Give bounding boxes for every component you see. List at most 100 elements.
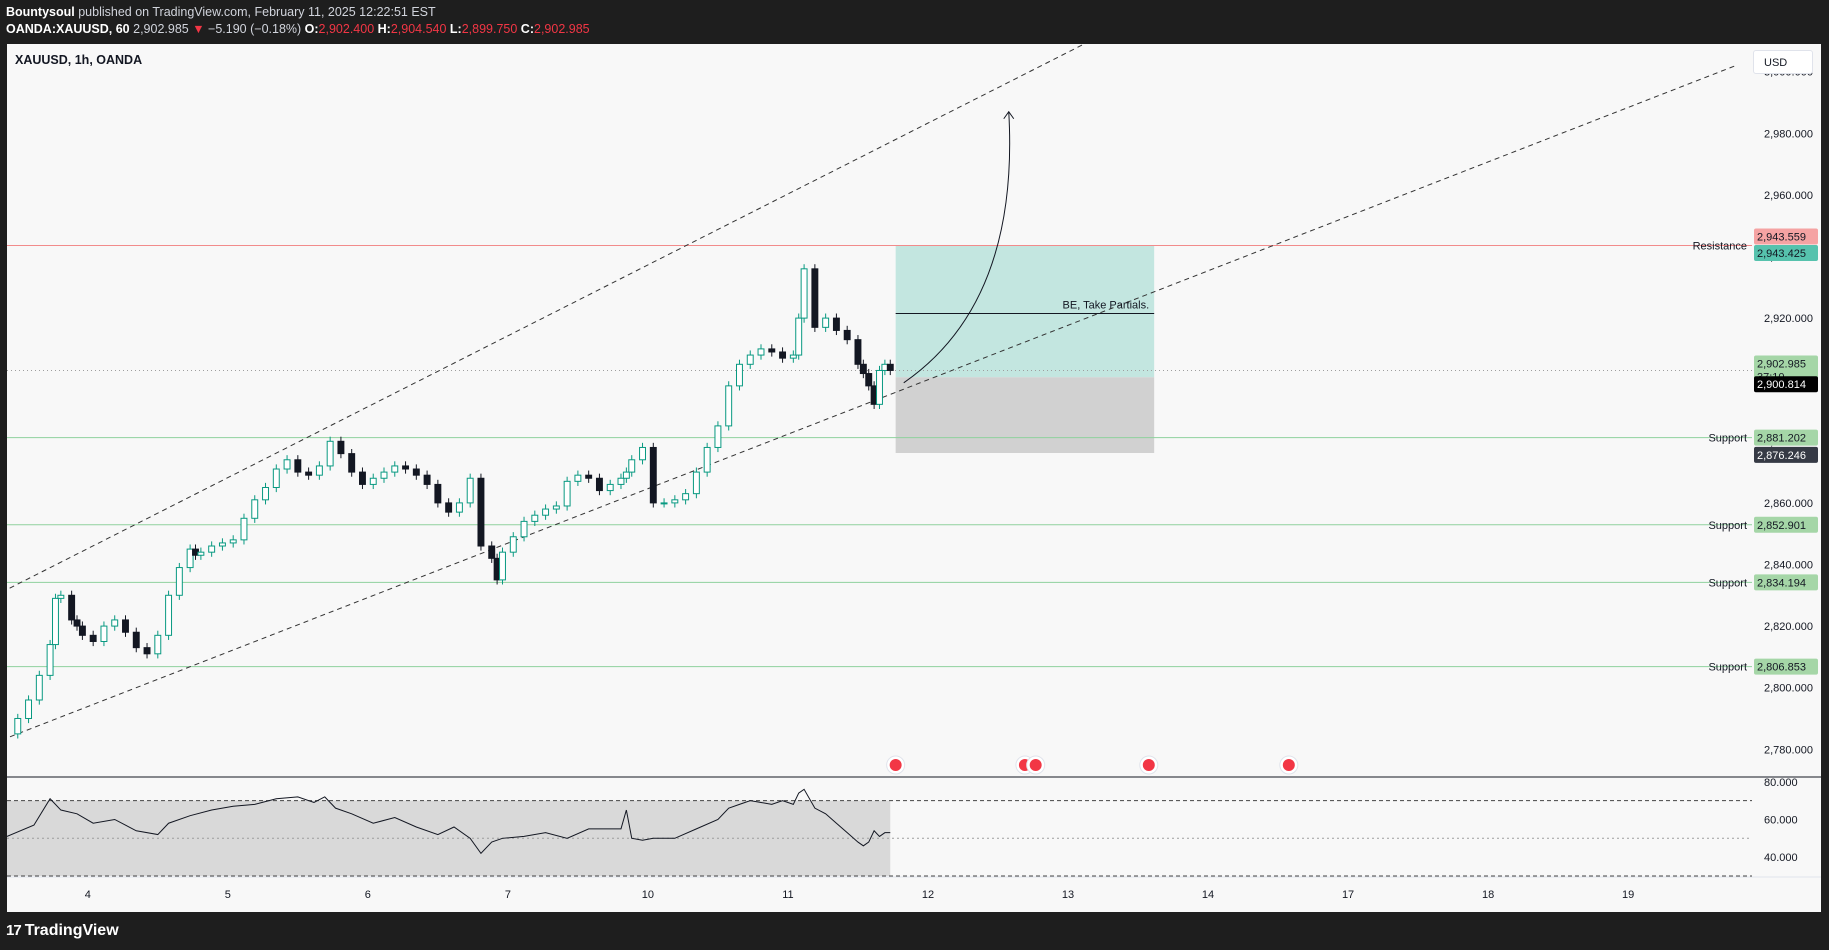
- main-pane-background: [7, 44, 1752, 777]
- time-tick-label: 17: [1342, 889, 1354, 901]
- time-tick-label: 5: [225, 889, 231, 901]
- legend-high-label: H:: [374, 22, 391, 36]
- tradingview-logo-text: TradingView: [24, 922, 119, 939]
- candle-body: [822, 317, 830, 328]
- candle-body: [692, 471, 700, 495]
- candle-body: [477, 477, 485, 547]
- price-tick-label: 2,980.000: [1764, 128, 1813, 140]
- legend-open-label: O:: [304, 22, 319, 36]
- candle-body: [595, 477, 603, 492]
- chart-canvas[interactable]: Resistance Support Support Support Support BE…: [7, 44, 1821, 912]
- candle-body: [779, 351, 787, 359]
- candle-body: [552, 505, 560, 510]
- candle-body: [229, 539, 237, 544]
- candle-body: [725, 385, 733, 427]
- candle-body: [68, 594, 76, 621]
- projection-arrow-head: [1003, 110, 1015, 120]
- event-flag-icon: [1029, 759, 1042, 771]
- stop-price-tag-bg: [1754, 446, 1818, 463]
- time-tick-label: 6: [365, 889, 371, 901]
- candle-body: [639, 446, 646, 461]
- candle-body: [251, 499, 259, 519]
- support-price-tag: 2,852.901: [1757, 520, 1806, 532]
- candle-body: [768, 348, 776, 353]
- candle-body: [122, 619, 129, 633]
- candle-body: [175, 567, 183, 596]
- time-tick-label: 14: [1202, 889, 1214, 901]
- candle-body: [89, 634, 97, 642]
- resistance-price-tag: 2,943.559: [1757, 232, 1806, 244]
- price-tick-label: 2,780.000: [1764, 744, 1813, 756]
- stop-price-tag: 2,876.246: [1757, 450, 1806, 462]
- candle-body: [412, 468, 420, 476]
- legend-change: −5.190 (−0.18%): [204, 22, 305, 36]
- candle-body: [531, 514, 539, 522]
- candle-body: [73, 619, 81, 627]
- entry-price-tag: 2,900.814: [1757, 379, 1806, 391]
- candle-body: [391, 465, 399, 473]
- chart-panel[interactable]: Resistance Support Support Support Support BE…: [7, 44, 1821, 912]
- support-price-tag-bg: [1754, 516, 1818, 533]
- chart-symbol-title: XAUUSD, 1h, OANDA: [15, 53, 143, 67]
- candle-body: [617, 477, 625, 485]
- candle-body: [455, 502, 463, 513]
- tradingview-logo[interactable]: 17 TradingView: [6, 922, 119, 940]
- candle-body: [563, 480, 571, 507]
- legend-high-value: 2,904.540: [390, 22, 447, 36]
- candle-body: [132, 631, 140, 649]
- price-tick-label: 2,920.000: [1764, 313, 1813, 325]
- candle-body: [423, 474, 431, 485]
- candle-body: [359, 471, 366, 485]
- resistance-label: Resistance: [1693, 241, 1747, 253]
- candle-body: [542, 508, 550, 516]
- candle-body: [186, 548, 194, 569]
- candle-body: [832, 317, 840, 331]
- candle-body: [682, 493, 690, 501]
- time-tick-label: 13: [1062, 889, 1074, 901]
- stop-zone: [895, 377, 1155, 454]
- price-tick-label: 2,960.000: [1764, 190, 1813, 202]
- target-price-tag: 2,943.425: [1757, 248, 1806, 260]
- candle-body: [78, 625, 86, 636]
- candle-body: [628, 459, 636, 473]
- candle-body: [57, 594, 65, 599]
- candle-body: [509, 536, 517, 553]
- time-tick-label: 10: [642, 889, 654, 901]
- candle-body: [854, 339, 862, 365]
- candle-body: [585, 474, 593, 479]
- rsi-tick-label: 40.000: [1764, 852, 1798, 864]
- candle-body: [52, 597, 59, 646]
- candle-body: [606, 483, 614, 492]
- legend-low-value: 2,899.750: [461, 22, 518, 36]
- resistance-price-tag-bg: [1754, 228, 1818, 245]
- candle-body: [520, 520, 528, 538]
- candle-body: [402, 465, 410, 470]
- support-price-tag-bg: [1754, 574, 1818, 591]
- event-flag-icon: [889, 759, 902, 771]
- rsi-tick-label: 80.000: [1764, 777, 1798, 789]
- candle-body: [25, 699, 33, 719]
- time-tick-label: 19: [1622, 889, 1634, 901]
- candle-body: [348, 453, 356, 473]
- candle-body: [154, 634, 162, 655]
- candle-body: [208, 545, 216, 553]
- author-name[interactable]: Bountysoul: [6, 5, 75, 19]
- publish-info: Bountysoul published on TradingView.com,…: [6, 5, 436, 19]
- candle-body: [746, 354, 754, 365]
- price-tick-label: 2,820.000: [1764, 621, 1813, 633]
- target-zone: [895, 245, 1155, 378]
- candle-body: [499, 551, 506, 581]
- candle-body: [671, 499, 679, 504]
- candle-body: [165, 594, 173, 636]
- candle-body: [294, 459, 302, 473]
- price-tick-label: 2,860.000: [1764, 498, 1813, 510]
- down-arrow-icon: ▼: [192, 22, 205, 36]
- candle-body: [283, 459, 291, 470]
- candle-body: [305, 471, 313, 476]
- legend-last: 2,902.985: [129, 22, 193, 36]
- time-tick-label: 7: [505, 889, 511, 901]
- candle-body: [14, 717, 22, 735]
- candle-body: [574, 474, 582, 482]
- currency-button[interactable]: USD: [1753, 50, 1813, 74]
- event-flag-icon: [1142, 759, 1155, 771]
